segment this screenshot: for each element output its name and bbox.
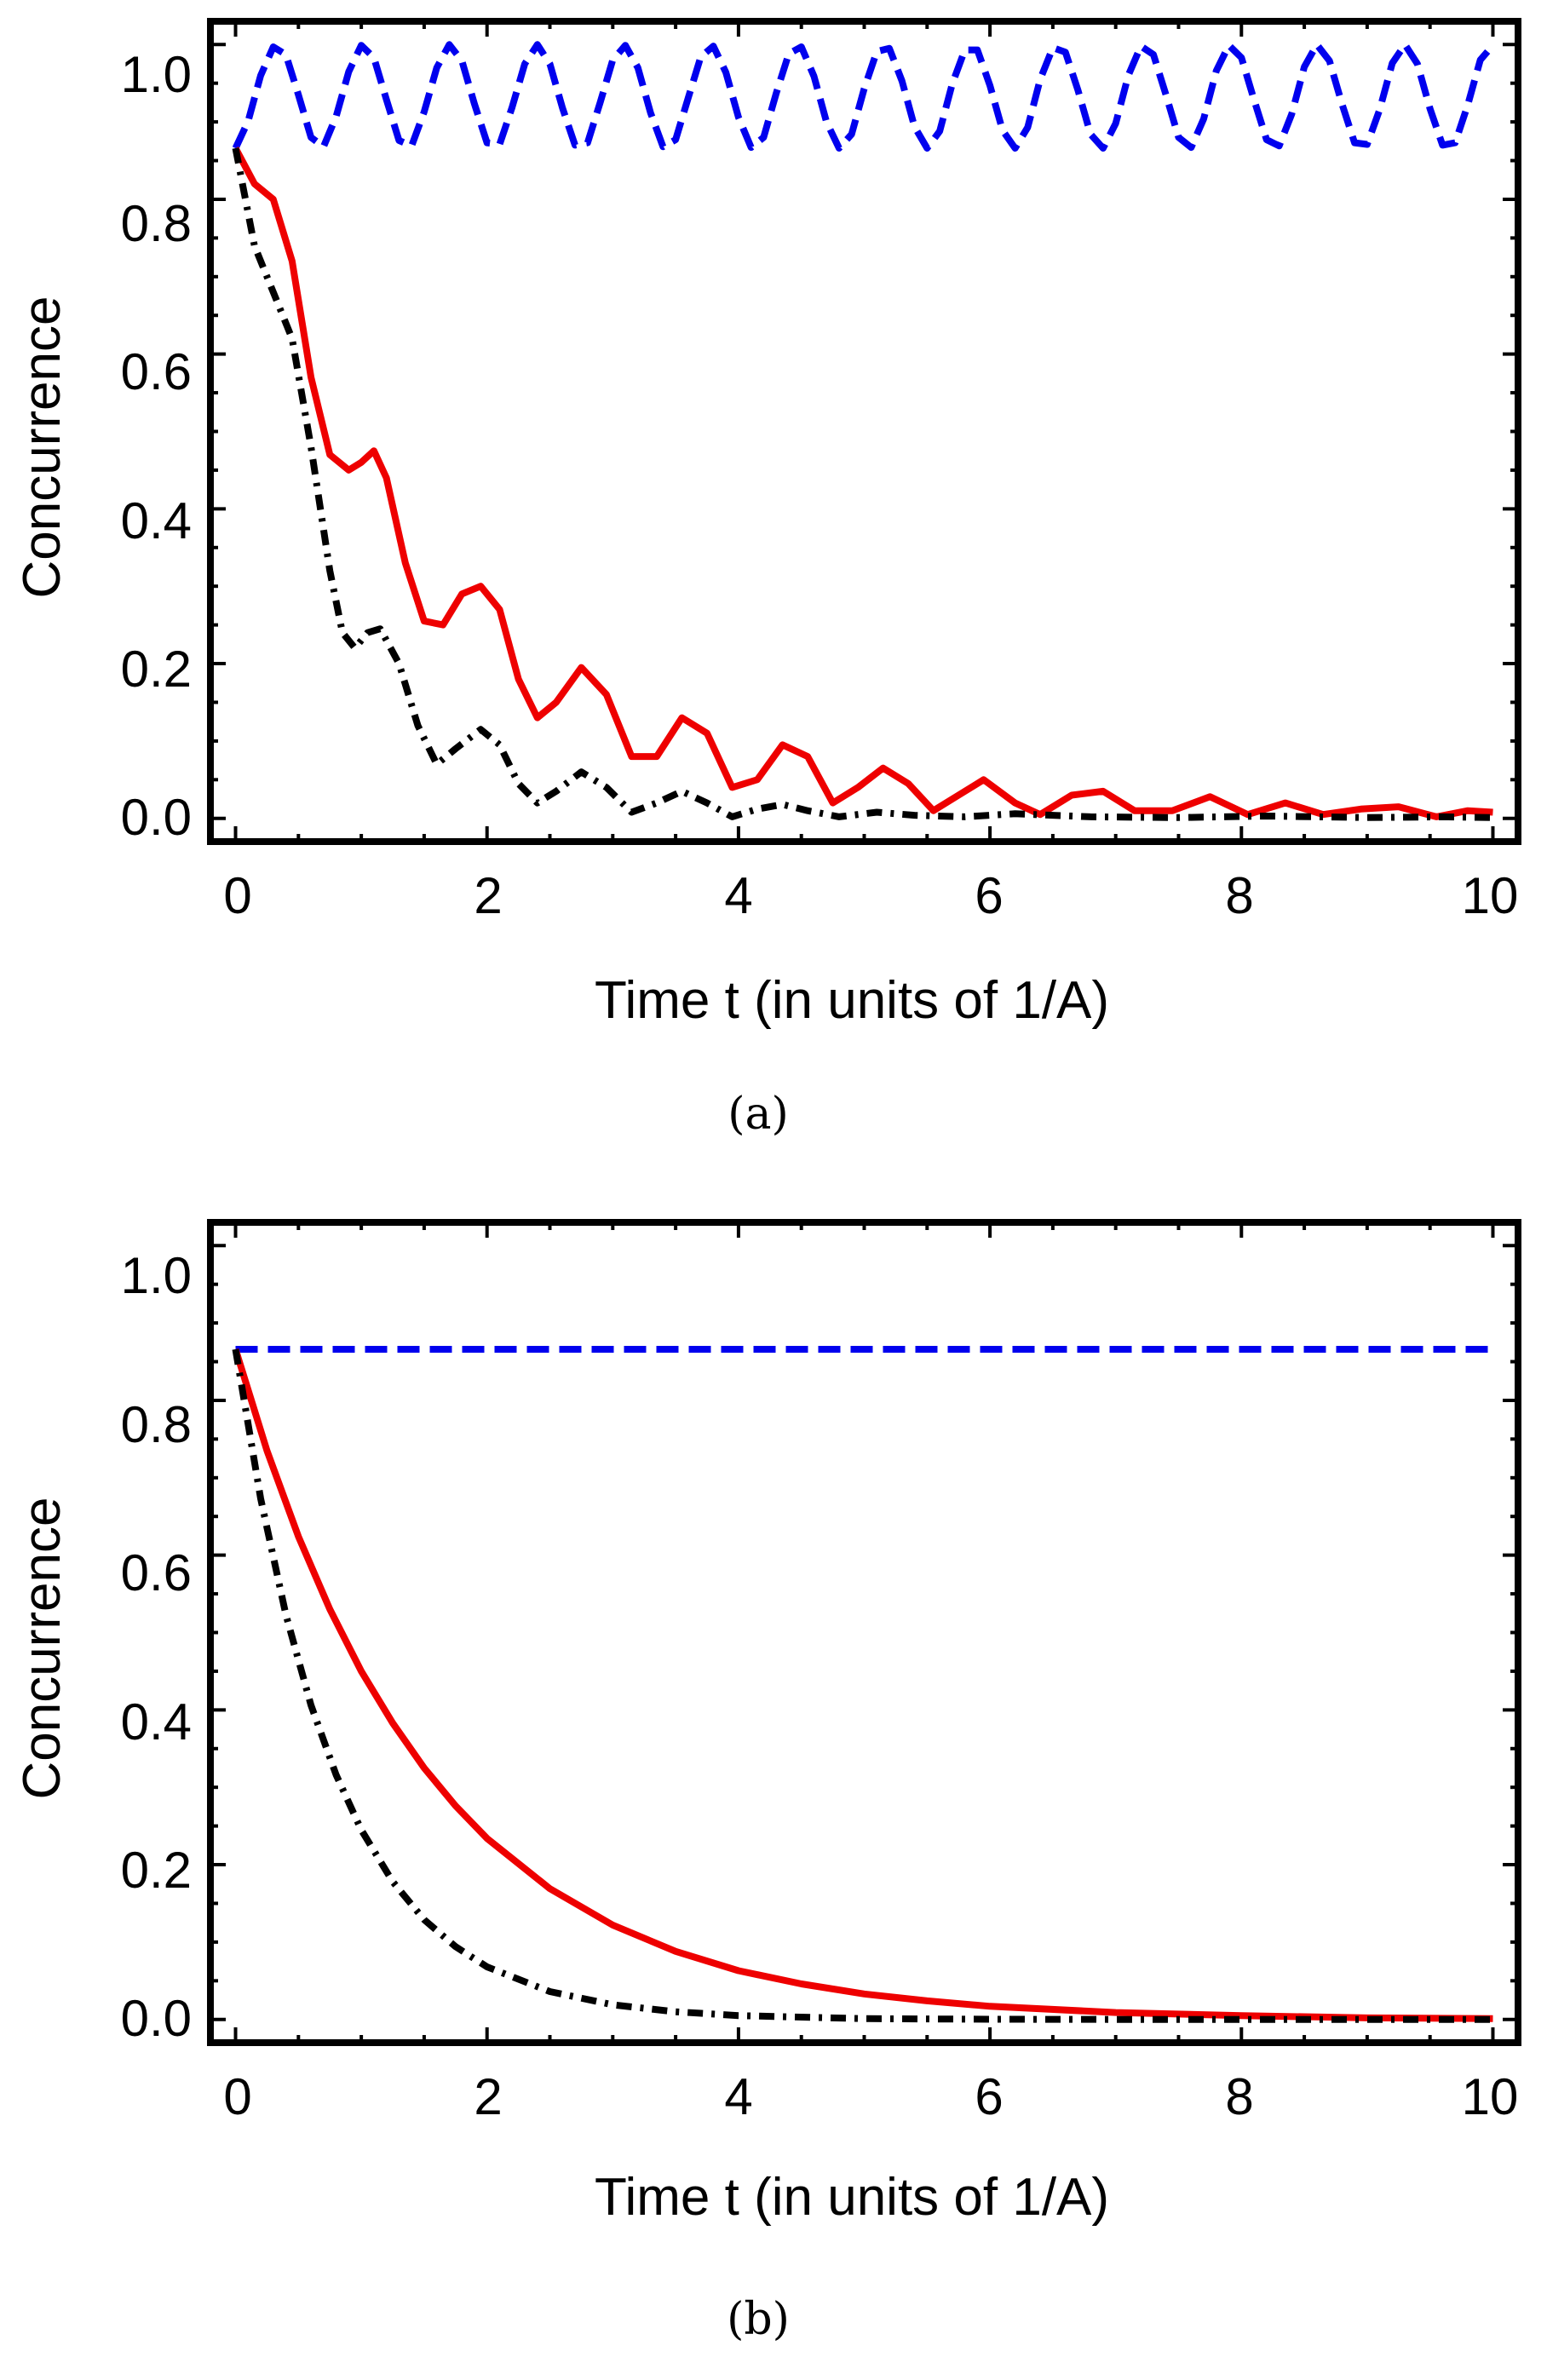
series-line-red-solid [232, 147, 1493, 820]
x-axis-title: Time t (in units of 1/A) [595, 2168, 1109, 2227]
y-tick-label: 0.8 [121, 195, 192, 252]
x-tick-label: 0 [223, 867, 251, 924]
x-tick-label: 2 [474, 867, 502, 924]
x-tick-label: 6 [975, 2068, 1003, 2125]
y-tick-label: 0.6 [121, 343, 192, 400]
series-line-black-dashdot [232, 1348, 1493, 2023]
plot-frame [207, 1219, 1521, 2046]
x-tick-label: 8 [1225, 2068, 1253, 2125]
y-tick-label: 0.8 [121, 1396, 192, 1453]
y-tick-labels: 0.0 0.2 0.4 0.6 0.8 1.0 [121, 46, 192, 846]
series-line-red-solid [232, 1348, 1493, 2022]
x-tick-label: 8 [1225, 867, 1253, 924]
x-tick-label: 6 [975, 867, 1003, 924]
x-tick-label: 4 [724, 2068, 752, 2125]
y-tick-label: 0.4 [121, 492, 192, 549]
plot-frame [207, 18, 1521, 845]
y-tick-labels: 0.0 0.2 0.4 0.6 0.8 1.0 [121, 1247, 192, 2047]
x-tick-labels: 0 2 4 6 8 10 [223, 2068, 1518, 2125]
series-line-blue-dashed [232, 41, 1496, 152]
y-tick-label: 0.4 [121, 1693, 192, 1751]
x-tick-label: 0 [223, 2068, 251, 2125]
x-tick-label: 10 [1462, 2068, 1519, 2125]
tick-marks [210, 1222, 1518, 2043]
y-tick-label: 0.6 [121, 1544, 192, 1601]
chart-panel-b: 0.0 0.2 0.4 0.6 0.8 1.0 0 2 4 6 8 10 Con… [13, 1219, 1521, 2345]
y-tick-label: 1.0 [121, 1247, 192, 1304]
x-tick-label: 10 [1462, 867, 1519, 924]
x-tick-labels: 0 2 4 6 8 10 [223, 867, 1518, 924]
y-axis-title: Concurrence [13, 1498, 72, 1800]
x-tick-label: 2 [474, 2068, 502, 2125]
y-tick-label: 0.0 [121, 1990, 192, 2047]
y-tick-label: 0.2 [121, 641, 192, 698]
y-tick-label: 0.2 [121, 1842, 192, 1899]
x-axis-title: Time t (in units of 1/A) [595, 971, 1109, 1030]
chart-panel-a: 0.0 0.2 0.4 0.6 0.8 1.0 0 2 4 6 8 10 Con… [13, 18, 1521, 1140]
tick-marks [210, 21, 1518, 842]
y-axis-title: Concurrence [13, 296, 72, 599]
series-line-black-dashdot [232, 147, 1493, 821]
panel-caption: (b) [727, 2294, 790, 2345]
y-tick-label: 0.0 [121, 789, 192, 846]
x-tick-label: 4 [724, 867, 752, 924]
panel-caption: (a) [727, 1089, 789, 1140]
y-tick-label: 1.0 [121, 46, 192, 103]
